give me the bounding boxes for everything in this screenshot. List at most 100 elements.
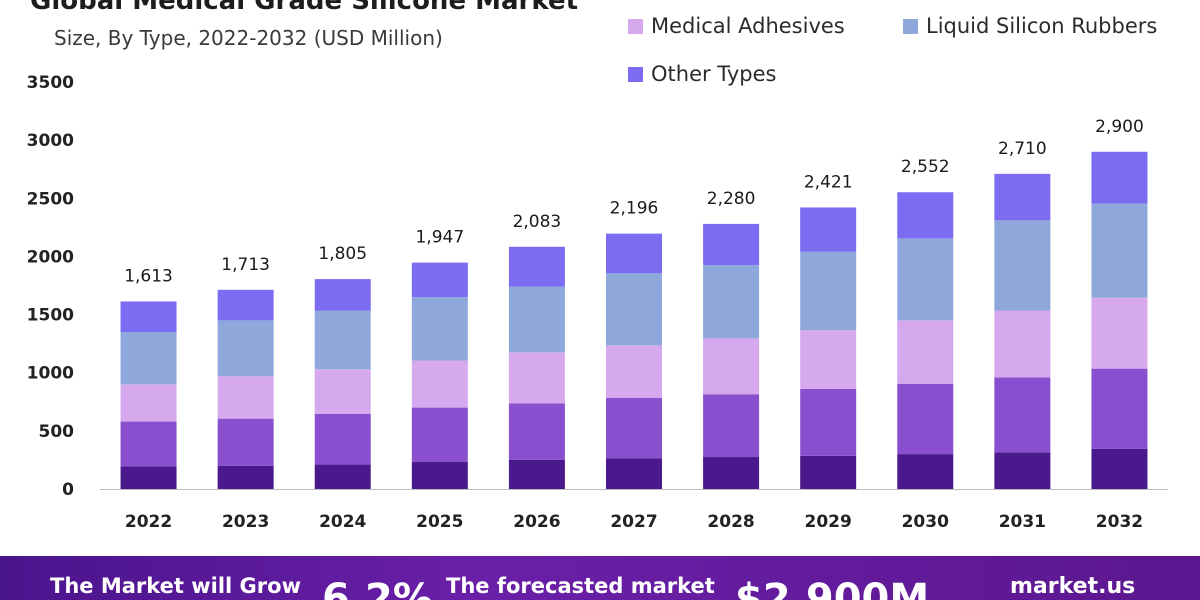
bar-segment-3-2030 (897, 320, 954, 384)
banner-forecast-text: The forecasted market (446, 574, 715, 598)
y-tick-label: 3500 (27, 73, 74, 93)
bar-segment-1-2026 (508, 459, 565, 489)
y-tick-label: 3000 (27, 131, 74, 151)
bar-segment-5-2024 (314, 279, 371, 311)
bar-segment-1-2028 (703, 457, 760, 489)
total-value-label: 1,805 (318, 244, 367, 264)
market-banner: The Market will Grow 6.2% The forecasted… (0, 556, 1200, 600)
bar-segment-5-2025 (411, 262, 468, 298)
bar-segment-3-2029 (800, 330, 857, 389)
bar-segment-1-2030 (897, 454, 954, 489)
bar-segment-1-2024 (314, 464, 371, 489)
bar-segment-4-2022 (120, 332, 177, 385)
bar-segment-5-2023 (217, 289, 274, 321)
total-value-label: 1,613 (124, 266, 173, 286)
bar-segment-3-2027 (606, 345, 662, 398)
bar-segment-2-2024 (314, 413, 371, 465)
bar-segment-4-2031 (994, 220, 1051, 311)
bar-segment-1-2029 (800, 455, 857, 489)
banner-cagr-value: 6.2% (322, 576, 433, 600)
bar-segment-1-2023 (217, 465, 274, 489)
bar-segment-4-2030 (897, 238, 954, 321)
bar-segment-2-2023 (217, 418, 274, 466)
bar-segment-4-2028 (703, 265, 760, 339)
x-tick-label: 2030 (902, 512, 949, 532)
bar-segment-1-2022 (120, 466, 177, 489)
bar-segment-2-2031 (994, 377, 1051, 453)
x-tick-label: 2026 (513, 512, 560, 532)
banner-grow-text: The Market will Grow (50, 574, 301, 598)
bar-segment-5-2028 (703, 223, 760, 266)
legend-label-other-types: Other Types (651, 62, 777, 86)
legend-item-other-types: Other Types (628, 62, 776, 86)
x-tick-label: 2022 (125, 512, 172, 532)
legend-item-medical-adhesives: Medical Adhesives (628, 14, 845, 38)
legend-swatch-liquid-silicon-rubbers (903, 18, 918, 34)
legend-swatch-medical-adhesives (628, 18, 643, 34)
bar-segment-2-2029 (800, 388, 857, 456)
bar-segment-2-2022 (120, 421, 177, 467)
bar-segment-3-2025 (411, 360, 468, 408)
bar-segment-1-2031 (994, 452, 1051, 489)
bar-segment-5-2032 (1091, 151, 1148, 204)
y-tick-label: 2000 (27, 247, 74, 267)
x-tick-label: 2023 (222, 512, 269, 532)
legend-swatch-other-types (628, 66, 643, 82)
legend-label-medical-adhesives: Medical Adhesives (651, 14, 845, 38)
bar-segment-3-2028 (703, 338, 760, 395)
total-value-label: 1,713 (221, 255, 270, 275)
total-value-label: 2,421 (804, 172, 853, 192)
x-tick-label: 2024 (319, 512, 366, 532)
bar-segment-2-2026 (508, 403, 565, 460)
bar-segment-2-2025 (411, 407, 468, 462)
total-value-label: 2,710 (998, 139, 1047, 159)
bar-segment-4-2024 (314, 310, 371, 370)
legend-item-liquid-silicon-rubbers: Liquid Silicon Rubbers (903, 14, 1157, 38)
bar-segment-2-2028 (703, 394, 760, 458)
x-tick-label: 2029 (805, 512, 852, 532)
bar-segment-1-2025 (411, 461, 468, 489)
y-tick-label: 500 (39, 422, 75, 442)
total-value-label: 2,083 (513, 212, 562, 232)
bar-segment-1-2027 (606, 458, 662, 489)
bar-segment-3-2032 (1091, 297, 1148, 369)
bar-segment-5-2027 (606, 233, 662, 274)
total-value-label: 2,280 (707, 189, 756, 209)
bar-segment-3-2023 (217, 376, 274, 419)
bar-segment-5-2022 (120, 301, 177, 333)
banner-brand: market.us (1010, 574, 1136, 599)
bar-segment-4-2023 (217, 320, 274, 377)
bar-segment-4-2029 (800, 251, 857, 331)
y-tick-label: 1500 (27, 306, 74, 326)
y-tick-label: 1000 (27, 364, 74, 384)
chart-subtitle: Size, By Type, 2022-2032 (USD Million) (54, 26, 443, 50)
total-value-label: 2,552 (901, 157, 950, 177)
y-tick-label: 0 (62, 480, 74, 500)
x-tick-label: 2028 (707, 512, 754, 532)
x-tick-label: 2031 (999, 512, 1046, 532)
y-tick-label: 2500 (27, 189, 74, 209)
bar-segment-2-2027 (606, 397, 662, 459)
bar-segment-5-2029 (800, 207, 857, 252)
bar-segment-3-2026 (508, 352, 565, 404)
bar-segment-3-2024 (314, 369, 371, 414)
bar-segment-4-2027 (606, 273, 662, 346)
bar-segment-1-2032 (1091, 448, 1148, 489)
legend-label-liquid-silicon-rubbers: Liquid Silicon Rubbers (926, 14, 1158, 38)
bar-segment-3-2031 (994, 310, 1051, 378)
total-value-label: 1,947 (415, 228, 464, 248)
chart-title: Global Medical Grade Silicone Market (30, 0, 579, 16)
bar-segment-2-2030 (897, 383, 954, 455)
bar-segment-5-2030 (897, 192, 954, 239)
stacked-bar-chart: 0 500 1000 1500 2000 2500 3000 3500 1,613 2022 1,7… (27, 73, 1168, 532)
total-value-label: 2,196 (610, 199, 659, 219)
bar-segment-4-2025 (411, 297, 468, 361)
banner-forecast-value: $2,900M (735, 576, 930, 600)
total-value-label: 2,900 (1095, 117, 1144, 137)
bar-segment-2-2032 (1091, 368, 1148, 449)
bar-segment-4-2026 (508, 286, 565, 353)
x-tick-label: 2025 (416, 512, 463, 532)
bar-segment-4-2032 (1091, 203, 1148, 298)
bar-segment-5-2026 (508, 246, 565, 287)
bar-segment-5-2031 (994, 173, 1051, 221)
